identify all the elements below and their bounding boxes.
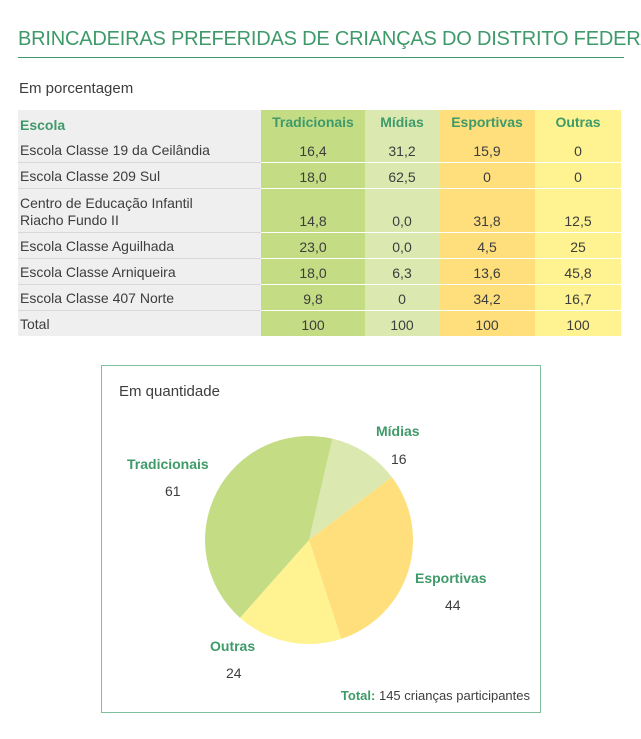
header-school: Escola — [18, 110, 261, 136]
table-row: Escola Classe Arniqueira 18,0 6,3 13,6 45,8 — [18, 258, 621, 285]
cell-midias: 62,5 — [365, 162, 439, 189]
school-name-line: Riacho Fundo II — [20, 211, 119, 228]
cell-tradicionais: 23,0 — [261, 232, 365, 259]
school-name-line: Escola Classe Aguilhada — [20, 237, 175, 254]
pie-label-value: 24 — [226, 665, 242, 681]
pie-slice-mdias — [309, 438, 392, 540]
cell-esportivas: 15,9 — [439, 136, 535, 163]
cell-midias: 0 — [365, 284, 439, 311]
pie-slice-tradicionais — [205, 436, 333, 618]
table-row: Escola Classe 209 Sul 18,0 62,5 0 0 — [18, 162, 621, 189]
pie-title: Em quantidade — [119, 383, 220, 400]
cell-tradicionais: 14,8 — [261, 188, 365, 233]
total-midias: 100 — [365, 309, 439, 336]
school-name-line: Escola Classe 19 da Ceilândia — [20, 141, 210, 158]
total-outras: 100 — [535, 309, 621, 336]
school-name: Escola Classe 209 Sul — [18, 162, 261, 189]
cell-esportivas: 31,8 — [439, 188, 535, 233]
table-header-row: Escola Tradicionais Mídias Esportivas Ou… — [18, 110, 621, 136]
cell-midias: 6,3 — [365, 258, 439, 285]
total-label: Total — [18, 309, 261, 336]
table-subtitle: Em porcentagem — [19, 80, 134, 97]
pie-panel: Em quantidade Mídias 16 Esportivas 44 Outras… — [101, 365, 541, 713]
pie-slice-esportivas — [309, 477, 414, 639]
total-note-label: Total: — [340, 688, 376, 703]
pie-label-value: 61 — [165, 483, 181, 499]
cell-esportivas: 0 — [439, 162, 535, 189]
cell-outras: 45,8 — [535, 258, 621, 285]
cell-outras: 0 — [535, 136, 621, 163]
school-name: Escola Classe Arniqueira — [18, 258, 261, 285]
pie-label-value: 16 — [391, 451, 407, 467]
table-row: Centro de Educação Infantil Riacho Fundo … — [18, 188, 621, 233]
header-outras: Outras — [535, 110, 621, 136]
cell-esportivas: 13,6 — [439, 258, 535, 285]
total-row: Total 100 100 100 100 — [18, 309, 621, 336]
school-name: Escola Classe 19 da Ceilândia — [18, 136, 261, 163]
cell-tradicionais: 16,4 — [261, 136, 365, 163]
pie-label-value: 44 — [445, 597, 461, 613]
pie-chart — [205, 436, 414, 644]
table-row: Escola Classe 407 Norte 9,8 0 34,2 16,7 — [18, 284, 621, 311]
cell-outras: 16,7 — [535, 284, 621, 311]
pie-label-name: Mídias — [376, 423, 420, 439]
school-name: Escola Classe Aguilhada — [18, 232, 261, 259]
cell-tradicionais: 18,0 — [261, 162, 365, 189]
pie-label-name: Outras — [210, 638, 256, 654]
cell-outras: 0 — [535, 162, 621, 189]
school-name: Escola Classe 407 Norte — [18, 284, 261, 311]
cell-midias: 31,2 — [365, 136, 439, 163]
cell-midias: 0,0 — [365, 188, 439, 233]
total-tradicionais: 100 — [261, 309, 365, 336]
school-name-line: Escola Classe Arniqueira — [20, 263, 176, 280]
cell-midias: 0,0 — [365, 232, 439, 259]
cell-tradicionais: 18,0 — [261, 258, 365, 285]
pie-slice-outras — [240, 540, 342, 644]
school-name: Centro de Educação Infantil Riacho Fundo … — [18, 188, 261, 233]
header-midias: Mídias — [365, 110, 439, 136]
cell-outras: 25 — [535, 232, 621, 259]
cell-esportivas: 34,2 — [439, 284, 535, 311]
school-name-line: Escola Classe 407 Norte — [20, 289, 175, 306]
total-note-text: 145 crianças participantes — [378, 688, 530, 703]
total-note: Total: 145 crianças participantes — [341, 688, 530, 703]
header-tradicionais: Tradicionais — [261, 110, 365, 136]
cell-esportivas: 4,5 — [439, 232, 535, 259]
school-name-line: Escola Classe 209 Sul — [20, 167, 161, 184]
table-row: Escola Classe 19 da Ceilândia 16,4 31,2 15,… — [18, 136, 621, 163]
cell-tradicionais: 9,8 — [261, 284, 365, 311]
header-esportivas: Esportivas — [439, 110, 535, 136]
percentage-table: Escola Tradicionais Mídias Esportivas Ou… — [18, 110, 621, 336]
school-name-line: Centro de Educação Infantil — [20, 194, 193, 211]
chart-title: BRINCADEIRAS PREFERIDAS DE CRIANÇAS DO D… — [18, 28, 641, 58]
cell-outras: 12,5 — [535, 188, 621, 233]
total-esportivas: 100 — [439, 309, 535, 336]
table-row: Escola Classe Aguilhada 23,0 0,0 4,5 25 — [18, 232, 621, 259]
pie-label-name: Esportivas — [415, 570, 487, 586]
pie-label-name: Tradicionais — [127, 456, 209, 472]
